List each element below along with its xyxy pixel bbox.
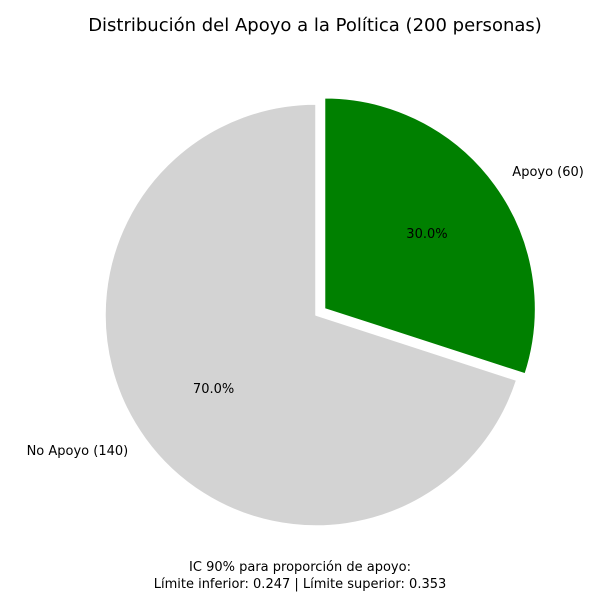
pie-slice-1 (104, 103, 518, 527)
pie-slice-label-0: Apoyo (60) (512, 165, 584, 180)
labels-layer: 30.0% Apoyo (60) 70.0% No Apoyo (140) (27, 165, 584, 459)
pie-slice-label-1: No Apoyo (140) (27, 444, 129, 459)
slices-layer (104, 97, 537, 527)
pie-slice-percent-label-0: 30.0% (406, 227, 447, 242)
confidence-interval-line-1: IC 90% para proporción de apoyo: (189, 560, 411, 575)
pie-slice-0 (323, 97, 537, 375)
confidence-interval-line-2: Límite inferior: 0.247 | Límite superior… (154, 577, 447, 592)
chart-title: Distribución del Apoyo a la Política (20… (88, 15, 542, 36)
pie-slice-percent-label-1: 70.0% (193, 382, 234, 397)
